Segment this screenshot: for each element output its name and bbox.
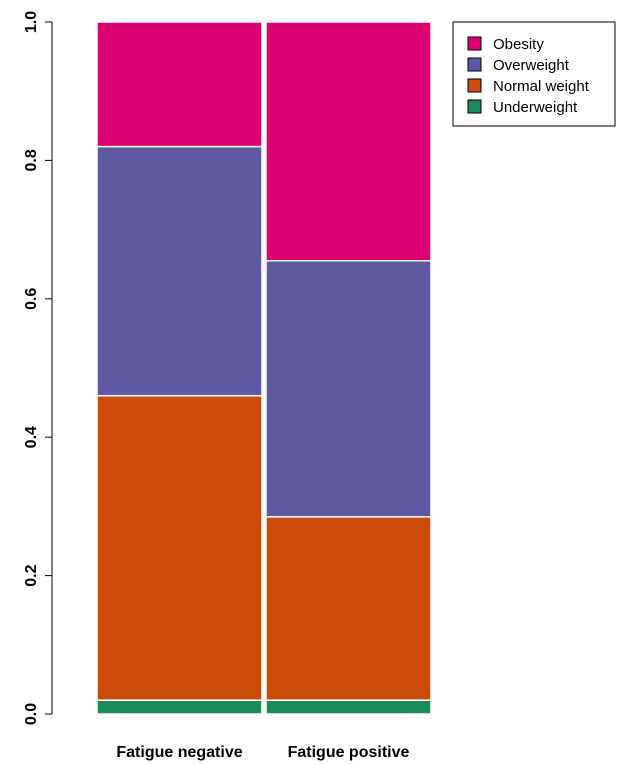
legend-label: Overweight xyxy=(493,57,570,74)
bar-segment-obesity xyxy=(265,21,432,262)
bar-segment-normal-weight xyxy=(265,516,432,701)
bars-group xyxy=(96,21,432,715)
y-tick-label: 0.8 xyxy=(23,149,40,171)
legend: Obesity Overweight Normal weight Underweigh… xyxy=(452,21,616,127)
bar-segment-overweight xyxy=(96,145,263,397)
bar-segment-underweight xyxy=(265,699,432,715)
legend-swatch xyxy=(467,99,482,114)
x-axis-labels: Fatigue negative Fatigue positive xyxy=(116,744,409,761)
legend-swatch xyxy=(467,36,482,51)
y-tick-label: 0.4 xyxy=(23,426,40,448)
bar-segment-normal-weight xyxy=(96,394,263,701)
legend-label: Normal weight xyxy=(493,78,590,95)
legend-swatch xyxy=(467,78,482,93)
y-axis: 0.0 0.2 0.4 0.6 0.8 1.0 xyxy=(23,11,53,725)
bar-segment-overweight xyxy=(265,259,432,518)
y-tick-label: 1.0 xyxy=(23,11,40,33)
y-tick-label: 0.0 xyxy=(23,703,40,725)
y-tick-label: 0.2 xyxy=(23,564,40,586)
x-category-label: Fatigue positive xyxy=(288,744,410,761)
y-tick-label: 0.6 xyxy=(23,288,40,310)
legend-label: Underweight xyxy=(493,99,578,116)
bar-segment-underweight xyxy=(96,699,263,715)
legend-label: Obesity xyxy=(493,36,544,53)
legend-swatch xyxy=(467,57,482,72)
x-category-label: Fatigue negative xyxy=(116,744,242,761)
bar-segment-obesity xyxy=(96,21,263,148)
